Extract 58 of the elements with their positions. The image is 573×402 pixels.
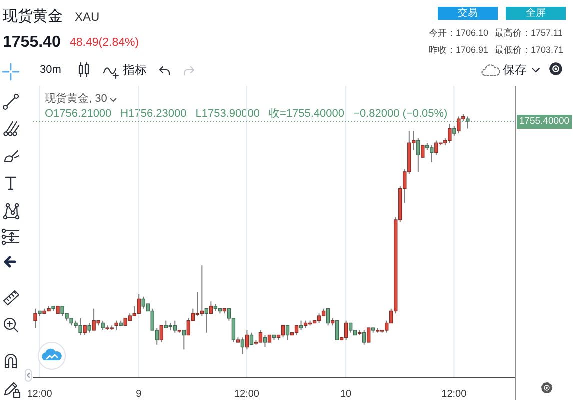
candlestick	[421, 145, 425, 158]
candlestick	[160, 325, 164, 343]
x-tick-label: 9	[136, 389, 142, 400]
candlestick	[263, 334, 268, 348]
candlestick	[173, 320, 177, 334]
candlestick	[114, 320, 118, 331]
candlestick	[362, 330, 366, 346]
x-tick-label: 12:00	[27, 389, 53, 400]
x-tick-label: 10	[340, 389, 352, 400]
candlestick	[245, 330, 250, 350]
candlestick	[416, 138, 420, 172]
candlestick	[186, 318, 191, 336]
candlestick	[88, 322, 92, 334]
text: 1755.40	[3, 34, 61, 51]
candlestick	[348, 322, 353, 334]
text: 昨收：1706.91	[429, 45, 489, 55]
annotation: −0.82000 (−0.05%)	[354, 108, 448, 120]
chart-subtitle: XAU	[75, 10, 100, 24]
candlestick	[101, 320, 105, 331]
candlestick	[294, 325, 299, 336]
candlestick	[366, 328, 371, 343]
candlestick	[137, 294, 141, 314]
candlestick	[317, 313, 322, 324]
annotation: H1756.23000	[120, 108, 187, 120]
text: 48.49(2.84%)	[70, 37, 140, 50]
annotation: 收=1755.40000	[268, 108, 345, 120]
text: 今开：1706.10	[429, 28, 489, 38]
candlestick	[286, 325, 290, 341]
text: 现货黄金, 30	[45, 93, 108, 105]
candlestick	[83, 325, 87, 336]
candlestick	[258, 330, 263, 343]
candlestick	[250, 332, 254, 346]
candlestick	[344, 320, 348, 341]
text: 全屏	[506, 7, 566, 20]
candlestick	[335, 320, 340, 340]
text: 交易	[438, 7, 498, 20]
candlestick	[182, 330, 186, 350]
candlestick	[281, 325, 286, 338]
candlestick	[326, 308, 330, 326]
text: 指标	[123, 63, 147, 77]
candlestick	[240, 337, 245, 355]
candlestick	[452, 126, 456, 136]
candlestick	[34, 308, 38, 329]
candlestick	[200, 265, 204, 317]
annotation: O1756.21000	[45, 108, 112, 120]
x-tick-label: 12:00	[234, 389, 260, 400]
text: 保存	[503, 63, 527, 77]
candlestick	[209, 301, 214, 314]
text: 30m	[40, 64, 62, 76]
text: 1755.40000	[517, 114, 572, 129]
x-tick-label: 12:00	[442, 389, 468, 400]
candlestick	[196, 292, 200, 317]
candlestick	[204, 308, 209, 334]
text: 最低价：1703.71	[495, 45, 564, 55]
text: 最高价：1757.11	[495, 28, 563, 38]
chart-title: 现货黄金	[3, 8, 63, 25]
candlestick	[299, 320, 304, 331]
annotation: L1753.90000	[196, 108, 260, 120]
